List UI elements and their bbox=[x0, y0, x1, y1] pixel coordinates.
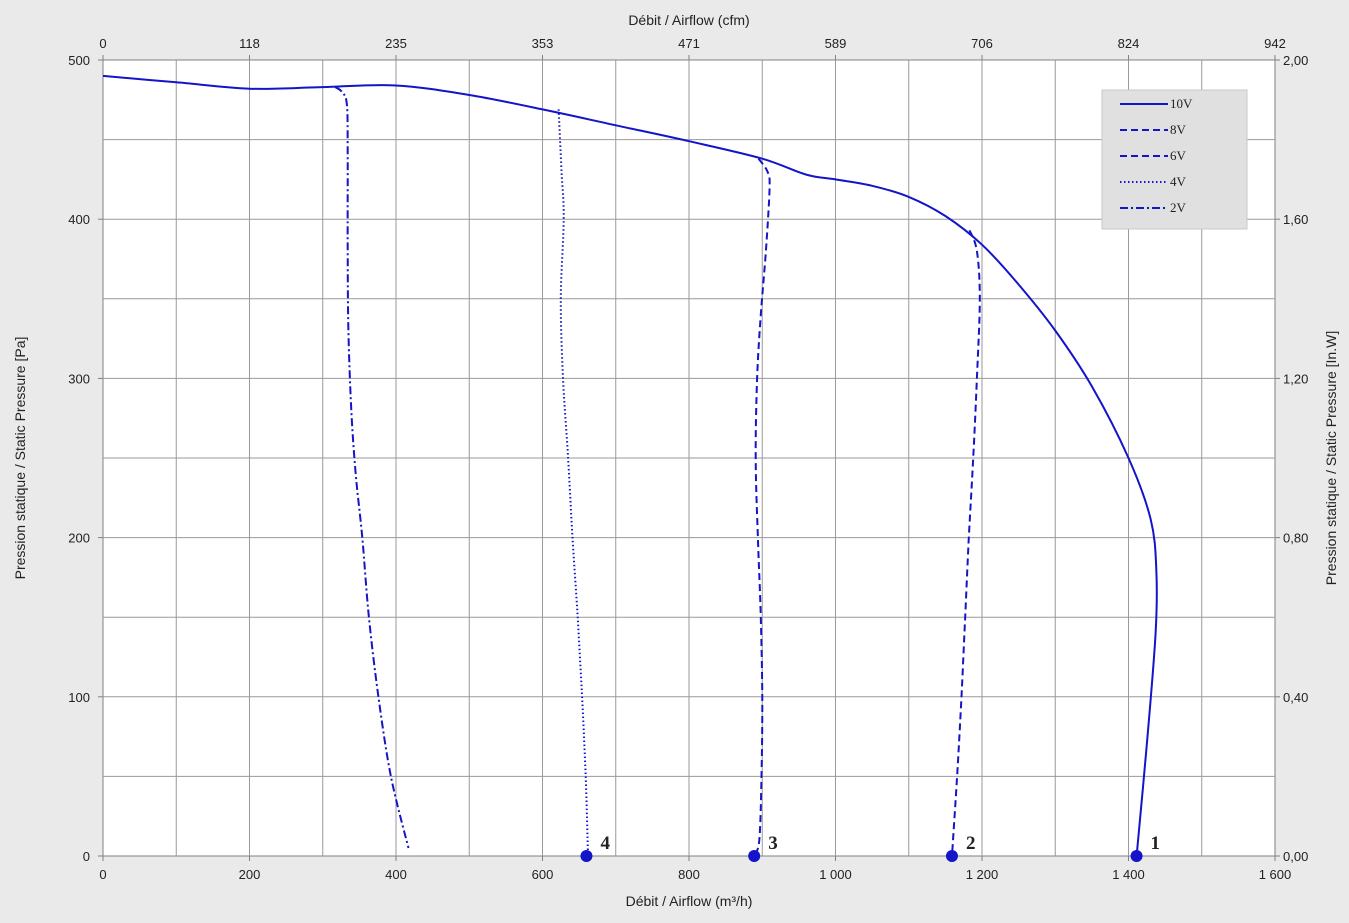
y-tick-label: 400 bbox=[68, 212, 90, 227]
series-layer bbox=[102, 74, 1158, 857]
operating-point-1 bbox=[1130, 850, 1143, 862]
x2-tick-label: 118 bbox=[239, 36, 260, 51]
y-tick-label: 500 bbox=[68, 53, 90, 68]
operating-point-3 bbox=[748, 850, 761, 862]
y2-tick-label: 0,00 bbox=[1283, 849, 1308, 864]
x-tick-label: 1 600 bbox=[1259, 867, 1292, 882]
x-tick-label: 600 bbox=[532, 867, 554, 882]
x-tick-label: 1 200 bbox=[966, 867, 999, 882]
x2-tick-label: 824 bbox=[1118, 36, 1140, 51]
x-tick-label: 200 bbox=[239, 867, 261, 882]
operating-point-label-4: 4 bbox=[600, 833, 610, 854]
operating-point-2 bbox=[945, 850, 958, 862]
x-tick-label: 1 400 bbox=[1112, 867, 1145, 882]
legend: 10V 8V 6V 4V 2V bbox=[1101, 89, 1248, 230]
operating-point-label-2: 2 bbox=[966, 833, 976, 854]
series-line-2v bbox=[334, 86, 410, 849]
y-tick-label: 0 bbox=[83, 849, 90, 864]
y2-tick-label: 2,00 bbox=[1283, 53, 1308, 68]
y-tick-label: 300 bbox=[68, 371, 90, 386]
x2-tick-label: 0 bbox=[99, 36, 106, 51]
y2-tick-label: 0,80 bbox=[1283, 531, 1308, 546]
series-line-4v bbox=[557, 109, 589, 852]
legend-label-4v: 4V bbox=[1170, 174, 1187, 189]
legend-box bbox=[1101, 89, 1248, 230]
x2-tick-label: 353 bbox=[532, 36, 554, 51]
series-line-8v bbox=[951, 229, 981, 857]
y2-axis-label: Pression statique / Static Pressure [In.… bbox=[1323, 331, 1339, 585]
operating-point-label-3: 3 bbox=[768, 833, 778, 854]
x2-tick-label: 235 bbox=[385, 36, 407, 51]
x-tick-label: 400 bbox=[385, 867, 407, 882]
operating-points: 1 2 3 4 bbox=[580, 833, 1160, 862]
x-tick-label: 1 000 bbox=[819, 867, 852, 882]
x-axis-label: Débit / Airflow (m³/h) bbox=[626, 893, 753, 909]
y2-tick-label: 1,60 bbox=[1283, 212, 1308, 227]
series-line-10v bbox=[102, 74, 1158, 857]
x2-tick-label: 706 bbox=[971, 36, 993, 51]
x-tick-label: 0 bbox=[99, 867, 106, 882]
legend-label-2v: 2V bbox=[1170, 200, 1187, 215]
y-axis-label: Pression statique / Static Pressure [Pa] bbox=[12, 337, 28, 580]
series-line-6v bbox=[753, 158, 771, 857]
y-tick-label: 200 bbox=[68, 531, 90, 546]
x2-tick-label: 471 bbox=[678, 36, 700, 51]
x2-tick-label: 942 bbox=[1264, 36, 1286, 51]
y2-tick-label: 0,40 bbox=[1283, 690, 1308, 705]
y-tick-label: 100 bbox=[68, 690, 90, 705]
x-tick-label: 800 bbox=[678, 867, 700, 882]
x2-axis-label: Débit / Airflow (cfm) bbox=[628, 12, 749, 28]
operating-point-label-1: 1 bbox=[1151, 833, 1161, 854]
legend-label-10v: 10V bbox=[1170, 96, 1193, 111]
x2-tick-label: 589 bbox=[825, 36, 847, 51]
legend-label-6v: 6V bbox=[1170, 148, 1187, 163]
operating-point-4 bbox=[580, 850, 593, 862]
legend-label-8v: 8V bbox=[1170, 122, 1187, 137]
y2-tick-label: 1,20 bbox=[1283, 371, 1308, 386]
